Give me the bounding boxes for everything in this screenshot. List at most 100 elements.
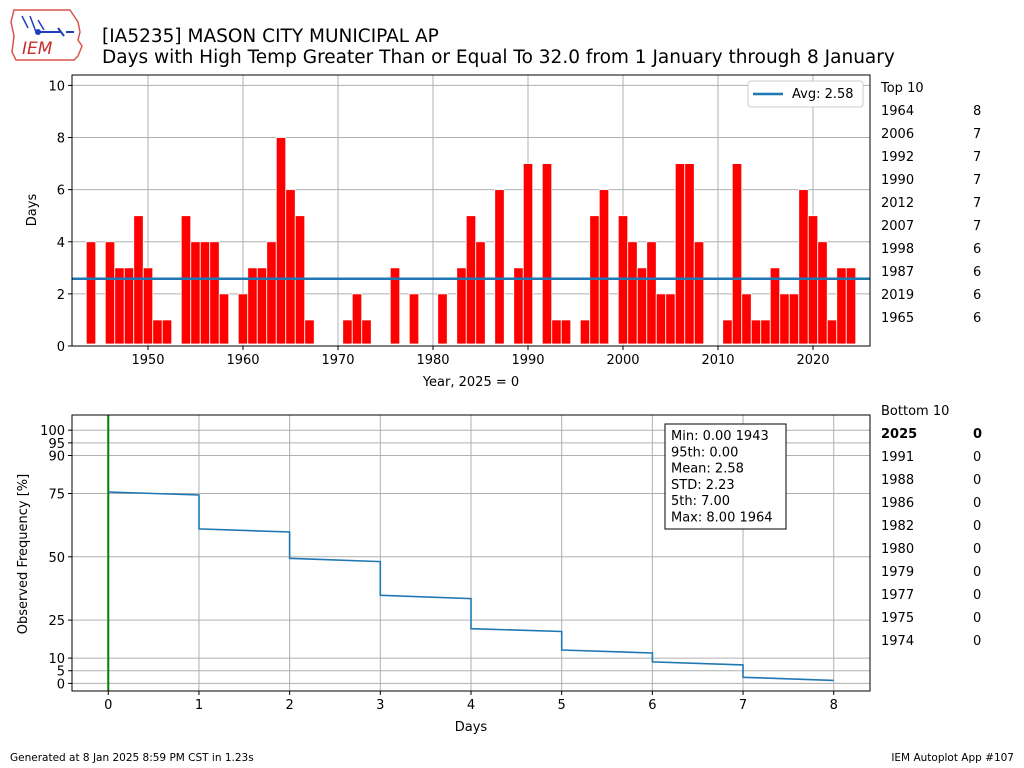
bottom10-table: Bottom 10 2025 0 1991 0 1988 0 1986 0 1982 0 1980 0… (881, 404, 982, 649)
bar (389, 267, 401, 345)
bottom10-row-year: 1988 (881, 473, 914, 488)
bar (152, 319, 163, 345)
footer-generated-text: Generated at 8 Jan 2025 8:59 PM CST in 1… (10, 752, 254, 764)
bottom-x-tick-label: 1 (195, 698, 203, 713)
chart-title-description: Days with High Temp Greater Than or Equa… (102, 47, 895, 68)
bar (760, 319, 771, 345)
bar (598, 189, 610, 345)
bottom-y-tick-label: 0 (57, 677, 65, 692)
bottom-x-tick-label: 8 (830, 698, 838, 713)
frequency-step-line (108, 491, 834, 682)
bar (408, 293, 420, 345)
bottom-x-tick-label: 5 (558, 698, 566, 713)
bottom10-row-year: 1986 (881, 496, 914, 511)
top10-row-value: 7 (973, 219, 981, 234)
bottom-x-tick-label: 7 (739, 698, 747, 713)
bar (190, 241, 201, 345)
top10-row-year: 1965 (881, 311, 914, 326)
bar (826, 319, 838, 345)
stats-line: 5th: 7.00 (671, 494, 730, 509)
top10-row-year: 1964 (881, 104, 914, 119)
top-x-tick-label: 1970 (321, 353, 354, 368)
top10-row-value: 6 (973, 311, 981, 326)
top-x-tick-label: 1990 (511, 353, 544, 368)
bar (275, 137, 287, 345)
bar (674, 163, 686, 345)
bottom10-row-year: 1979 (881, 565, 914, 580)
bar (798, 189, 809, 345)
bar (237, 293, 249, 345)
bar (342, 319, 353, 345)
top-x-axis-label: Year, 2025 = 0 (422, 375, 519, 390)
bottom10-row-value: 0 (973, 611, 981, 626)
bottom10-row-year: 1982 (881, 519, 914, 534)
top10-row-value: 6 (973, 242, 981, 257)
top-y-tick-label: 2 (57, 288, 65, 303)
bottom-y-axis-label: Observed Frequency [%] (16, 474, 31, 634)
stats-box-frame (664, 423, 787, 530)
top10-row-year: 1992 (881, 150, 914, 165)
stats-line: Mean: 2.58 (671, 462, 744, 477)
bottom10-row-year: 1980 (881, 542, 914, 557)
bottom-x-tick-label: 4 (467, 698, 475, 713)
bottom10-row-value: 0 (973, 496, 981, 511)
bottom10-row-value: 0 (973, 473, 981, 488)
top-y-tick-label: 8 (57, 132, 65, 147)
top-x-tick-label: 1980 (416, 353, 449, 368)
bar (522, 163, 534, 345)
footer-app-id: IEM Autoplot App #107 (891, 752, 1014, 764)
top10-row-year: 2006 (881, 127, 914, 142)
top-y-tick-label: 0 (57, 340, 65, 355)
bar (266, 241, 277, 345)
bar (788, 293, 800, 345)
top10-row-year: 2019 (881, 288, 914, 303)
bar (646, 241, 657, 345)
top10-row-year: 1998 (881, 242, 914, 257)
bottom10-row-year: 1977 (881, 588, 914, 603)
bottom-x-tick-label: 2 (285, 698, 293, 713)
bottom-y-tick-label: 10 (48, 652, 65, 667)
bar (104, 241, 116, 345)
bar (731, 163, 743, 345)
top10-row-value: 6 (973, 288, 981, 303)
bottom-y-tick-label: 100 (40, 424, 65, 439)
bottom-y-tick-label: 95 (48, 437, 65, 452)
bottom10-row-value: 0 (973, 519, 981, 534)
top-x-tick-label: 2010 (701, 353, 734, 368)
bar (693, 241, 705, 345)
bar (142, 267, 154, 345)
top10-row-value: 8 (973, 104, 981, 119)
iem-logo: IEM (10, 9, 83, 61)
bar (741, 293, 752, 345)
bar (560, 319, 572, 345)
bar (285, 189, 296, 345)
logo-text: IEM (22, 39, 53, 59)
bar (627, 241, 638, 345)
bar (817, 241, 828, 345)
top10-row-value: 6 (973, 265, 981, 280)
bottom10-header: Bottom 10 (881, 404, 949, 419)
bottom-y-tick-label: 25 (48, 614, 65, 629)
bar (475, 241, 486, 345)
bar (361, 319, 372, 345)
top10-row-year: 1990 (881, 173, 914, 188)
bar (437, 293, 448, 345)
bottom10-row-value: 0 (973, 565, 981, 580)
bottom10-row-year: 2025 (881, 427, 917, 442)
legend-label: Avg: 2.58 (792, 87, 854, 102)
top-x-tick-label: 1960 (226, 353, 259, 368)
bar (579, 319, 591, 345)
top10-row-year: 2012 (881, 196, 914, 211)
top-y-tick-label: 10 (48, 79, 65, 94)
stats-line: Max: 8.00 1964 (671, 511, 773, 526)
bar (684, 163, 695, 345)
bottom10-row-year: 1991 (881, 450, 914, 465)
bar (779, 293, 790, 345)
top10-row-value: 7 (973, 127, 981, 142)
legend: Avg: 2.58 (747, 80, 864, 108)
bar (750, 319, 762, 345)
bottom10-row-year: 1974 (881, 634, 914, 649)
stats-line: STD: 2.23 (671, 478, 735, 493)
top10-row-value: 7 (973, 196, 981, 211)
